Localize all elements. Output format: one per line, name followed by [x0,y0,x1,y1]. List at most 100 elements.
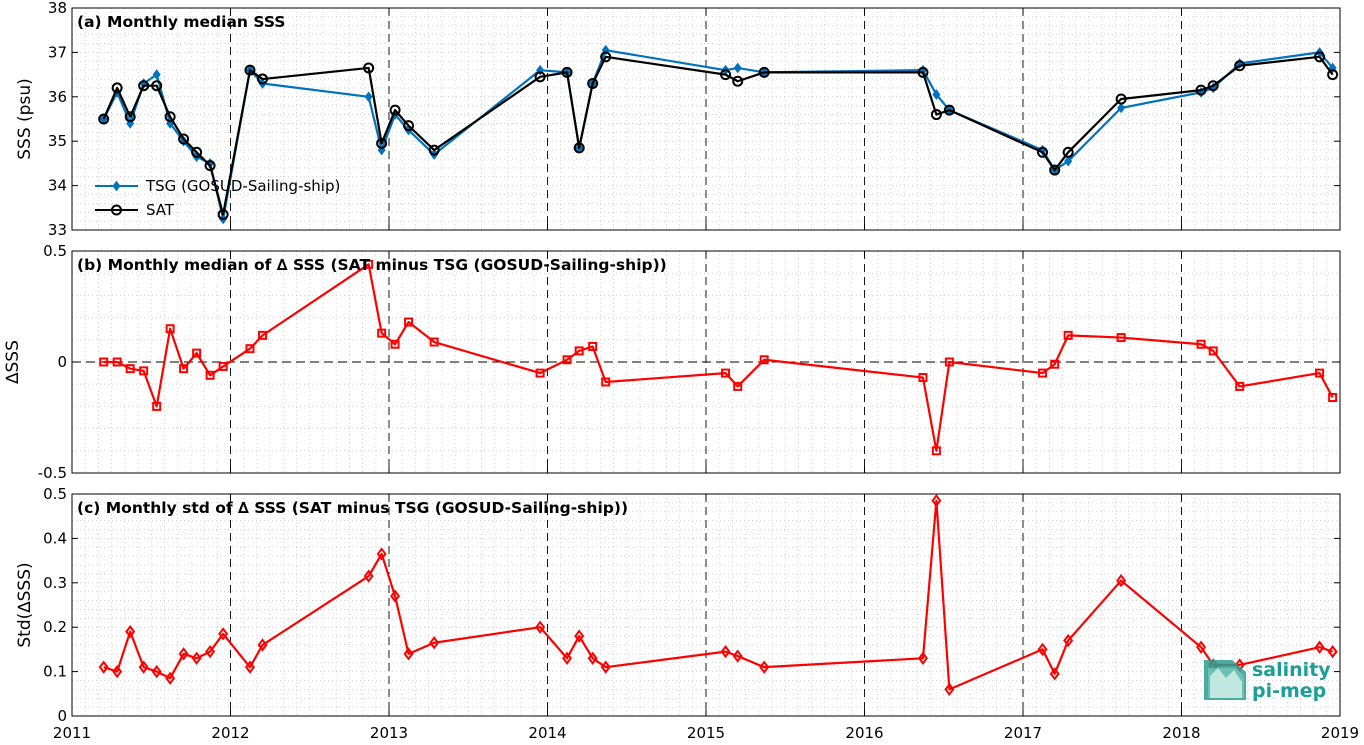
data-point [151,80,163,92]
data-point [165,324,175,334]
data-point [721,368,731,378]
y-tick-label: 0.5 [43,485,67,503]
data-point [930,109,942,121]
data-point [534,71,546,83]
data-point [1116,573,1127,588]
data-point [217,208,229,220]
data-point [125,364,135,374]
x-tick-label: 2015 [687,724,725,742]
data-point [1037,146,1049,158]
legend-label: SAT [146,201,175,219]
data-point [1208,346,1218,356]
data-point [1062,146,1074,158]
y-tick-label: 0.1 [43,663,67,681]
data-point [732,649,743,663]
logo-icon [1204,660,1246,700]
data-point [931,446,941,456]
y-tick-label: -0.5 [38,464,67,482]
data-point [205,644,216,659]
data-point [99,357,109,367]
data-point [138,660,149,674]
data-point [562,355,572,365]
data-point [139,366,149,376]
axes-frame [71,493,1341,717]
data-point [1050,359,1060,369]
data-point [587,77,599,89]
data-point [562,651,573,665]
data-point [111,82,123,94]
x-tick-label: 2012 [211,724,249,742]
x-tick-label: 2016 [845,724,883,742]
data-point [1196,339,1206,349]
minor-grid [72,8,1340,230]
legend-label: TSG (GOSUD-Sailing-ship) [145,177,340,195]
data-point [124,111,136,123]
data-point [600,660,611,674]
panel-c: 0 0.1 0.2 0.3 0.4 0.5 2011 2012 2013 2014 2015 2016… [15,485,1359,742]
y-tick-label: 0 [57,353,67,371]
data-point [1328,393,1338,403]
data-point [258,330,268,340]
data-point [1049,164,1061,176]
data-point [152,401,162,411]
data-point [932,89,941,100]
data-point [535,620,546,634]
data-point [1234,60,1246,72]
data-point [218,627,229,641]
data-point [1207,80,1219,92]
data-point [759,355,769,365]
data-point [601,377,611,387]
legend: TSG (GOSUD-Sailing-ship) SAT [95,177,340,219]
data-point [152,69,161,80]
data-point [1314,640,1325,654]
data-point [244,660,255,674]
data-point [428,144,440,156]
data-point [588,341,598,351]
data-point [759,660,770,674]
data-point [364,91,373,103]
data-point [98,660,109,674]
data-point [403,647,414,661]
y-tick-label: 0.3 [43,574,67,592]
panel-b: -0.5 0 0.5 (b) Monthly median of ∆ SSS (SAT… [3,242,1341,482]
legend-marker [112,180,121,192]
data-point [389,104,401,116]
data-point [1327,69,1339,81]
data-point [1315,368,1325,378]
y-tick-label: 34 [48,177,67,195]
data-point [98,113,110,125]
y-tick-label: 37 [48,43,67,61]
data-point [944,682,955,697]
panel-title: (c) Monthly std of ∆ SSS (SAT minus TSG … [77,499,628,517]
minor-grid [72,494,1340,716]
data-point [931,493,942,508]
axes-frame [71,250,1341,474]
data-point [561,66,573,78]
data-point [720,644,731,659]
data-point [1049,667,1060,681]
y-tick-label: 38 [48,0,67,17]
series-sat [98,51,1339,220]
logo-line2: pi-mep [1252,680,1326,702]
x-tick-label: 2018 [1162,724,1200,742]
data-point [376,547,387,561]
legend-marker [111,204,122,216]
data-point [1195,84,1207,96]
data-point [1063,633,1074,648]
data-point [204,160,216,172]
x-tick-label: 2017 [1004,724,1042,742]
data-point [363,62,375,74]
panel-title: (a) Monthly median SSS [77,13,285,31]
data-point [257,73,269,85]
x-tick-label: 2011 [53,724,91,742]
data-point [164,111,176,123]
data-point [1038,368,1048,378]
data-point [1327,644,1338,659]
data-point [364,259,374,269]
data-point [403,120,415,132]
salinity-pimep-logo: salinity pi-mep [1204,659,1331,702]
data-point [191,146,203,158]
data-point [1063,330,1073,340]
data-point [574,629,585,643]
